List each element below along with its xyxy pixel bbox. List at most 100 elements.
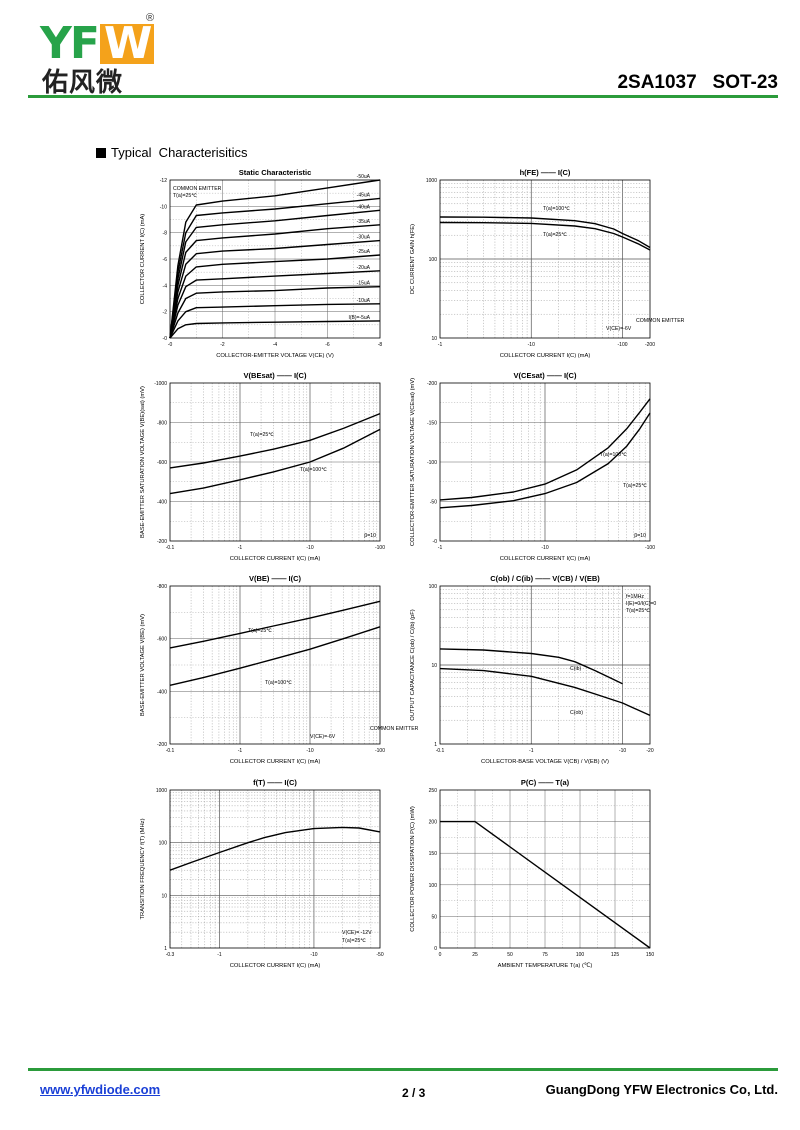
y-axis-label: COLLECTOR-EMITTER SATURATION VOLTAGE V(C… [410, 378, 416, 546]
x-tick-label: -4 [273, 342, 278, 348]
plot-area: -0.3 -1 -10 -50 1 10 100 1000 f(T) —— I(C) COLLEC… [140, 778, 384, 969]
series-line [169, 286, 381, 339]
y-tick-label: -150 [427, 421, 437, 427]
x-tick-label: -10 [306, 748, 313, 754]
series-line [169, 209, 381, 339]
chart-static-characteristic: -0 -2 -4 -6 -8 -0 -2 -4 -6 -8 -10 -12 Static Charact… [140, 168, 382, 359]
series-line [439, 216, 651, 249]
x-tick-label: -50 [376, 952, 383, 958]
y-axis-label: OUTPUT CAPACITANCE C(ob) / C(ib) (pF) [410, 609, 416, 721]
series-label: -10uA [357, 298, 371, 304]
x-tick-label: -0 [168, 342, 173, 348]
series-line [439, 221, 651, 251]
series-line [169, 600, 381, 649]
y-tick-label: 250 [429, 788, 438, 794]
chart-pc-vs-ta: 0 25 50 75 100 125 150 0 50 100 150 200 250 P(C) —— T… [410, 778, 655, 969]
chart-annotation: T(a)=25℃ [342, 938, 366, 944]
plot-frame [169, 585, 381, 745]
x-tick-label: -1 [438, 342, 443, 348]
y-tick-label: 1000 [156, 788, 167, 794]
chart-hfe-vs-ic: -1 -10 -100 -200 10 100 1000 h(FE) —— I(C) COLLE… [410, 168, 685, 359]
y-tick-label: -2 [163, 310, 168, 316]
y-axis-label: BASE-EMITTER VOLTAGE V(BE) (mV) [140, 614, 146, 716]
x-tick-label: 75 [542, 952, 548, 958]
y-tick-label: -200 [157, 742, 167, 748]
series-label: T(a)=25℃ [543, 232, 567, 238]
chart-annotation: T(a)=25℃ [626, 608, 650, 614]
series-line [169, 428, 381, 495]
x-tick-label: -6 [325, 342, 330, 348]
x-tick-label: -200 [645, 342, 655, 348]
y-tick-label: -0 [163, 336, 168, 342]
series-line [169, 412, 381, 469]
y-tick-label: -12 [160, 178, 167, 184]
part-number: 2SA1037 SOT-23 [617, 72, 778, 93]
chart-title: P(C) —— T(a) [521, 778, 570, 787]
y-tick-label: 100 [429, 883, 438, 889]
chart-vbesat-vs-ic: -0.1 -1 -10 -100 -200 -400 -600 -800 -1000 V(BEsa… [140, 371, 385, 562]
x-tick-label: -10 [619, 748, 626, 754]
x-axis-label: COLLECTOR CURRENT I(C) (mA) [230, 556, 321, 562]
x-axis-label: COLLECTOR CURRENT I(C) (mA) [230, 759, 321, 765]
section-heading: Typical Characterisitics [96, 145, 248, 160]
plot-area: -0.1 -1 -10 -20 1 10 100 C(ob) / C(ib) —— V(CB)… [410, 574, 656, 765]
x-tick-label: 150 [646, 952, 655, 958]
series-label: -50uA [357, 174, 371, 180]
series-line [169, 270, 381, 339]
y-tick-label: -50 [430, 500, 437, 506]
chart-title: V(BE) —— I(C) [249, 574, 302, 583]
y-tick-label: -4 [163, 283, 168, 289]
series-label: -25uA [357, 249, 371, 255]
chart-annotation: V(CE)= -12V [342, 930, 372, 936]
series-label: T(a)=25℃ [250, 432, 274, 438]
y-tick-label: -400 [157, 689, 167, 695]
x-tick-label: 50 [507, 952, 513, 958]
series-line [169, 303, 381, 339]
header-divider [28, 95, 778, 98]
logo-text: YF W [40, 18, 155, 69]
y-tick-label: -0 [433, 539, 438, 545]
plot-frame [169, 382, 381, 542]
plot-area: -1 -10 -100 -200 10 100 1000 h(FE) —— I(C) COLLE… [410, 168, 685, 359]
y-axis-label: COLLECTOR POWER DISSIPATION P(C) (mW) [410, 806, 416, 932]
y-axis-label: COLLECTOR CURRENT I(C) (mA) [140, 214, 146, 305]
x-axis-label: AMBIENT TEMPERATURE T(a) (℃) [498, 963, 593, 969]
x-tick-label: -100 [618, 342, 628, 348]
company-name: GuangDong YFW Electronics Co, Ltd. [545, 1082, 778, 1097]
x-tick-label: -100 [645, 545, 655, 551]
plot-frame [169, 789, 381, 949]
series-label: -35uA [357, 219, 371, 225]
series-line [169, 826, 381, 871]
series-label: -30uA [357, 235, 371, 241]
series-line [439, 648, 623, 685]
chart-title: V(CEsat) —— I(C) [514, 371, 577, 380]
chart-title: C(ob) / C(ib) —— V(CB) / V(EB) [490, 574, 600, 583]
bullet-square-icon [96, 148, 106, 158]
chart-ft-vs-ic: -0.3 -1 -10 -50 1 10 100 1000 f(T) —— I(C) COLLEC… [140, 778, 384, 969]
y-tick-label: -800 [157, 584, 167, 590]
plot-area: -0 -2 -4 -6 -8 -0 -2 -4 -6 -8 -10 -12 Static Charact… [140, 168, 382, 359]
series-label: T(a)=25℃ [248, 628, 272, 634]
series-line [169, 197, 381, 339]
x-axis-label: COLLECTOR CURRENT I(C) (mA) [230, 963, 321, 969]
y-tick-label: 1 [164, 946, 167, 952]
x-tick-label: -10 [541, 545, 548, 551]
chart-title: Static Characteristic [239, 168, 312, 177]
website-link[interactable]: www.yfwdiode.com [40, 1082, 161, 1097]
x-axis-label: COLLECTOR CURRENT I(C) (mA) [500, 353, 591, 359]
x-tick-label: -100 [375, 545, 385, 551]
y-tick-label: 0 [434, 946, 437, 952]
x-tick-label: -1 [529, 748, 534, 754]
chart-annotation: COMMON EMITTER [173, 186, 222, 192]
series-label: T(a)=100℃ [600, 452, 627, 458]
chart-annotation: I(E)=0/I(C)=0 [626, 601, 656, 607]
plot-frame [439, 789, 651, 949]
chart-annotation: β=10 [634, 533, 646, 539]
y-tick-label: 200 [429, 820, 438, 826]
chart-annotation: f=1MHz [626, 594, 644, 600]
x-tick-label: -0.3 [166, 952, 175, 958]
series-label: T(a)=25℃ [623, 483, 647, 489]
y-tick-label: -600 [157, 637, 167, 643]
y-tick-label: 100 [429, 584, 438, 590]
y-tick-label: 10 [161, 893, 167, 899]
